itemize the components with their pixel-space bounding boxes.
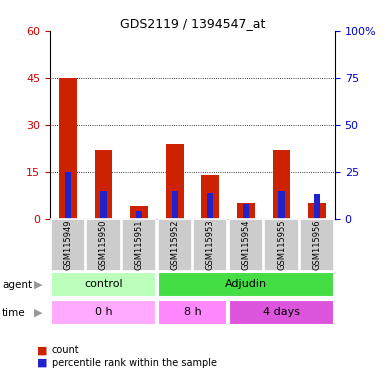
- Bar: [193, 219, 228, 271]
- Bar: [264, 219, 299, 271]
- Bar: [157, 272, 334, 297]
- Bar: [166, 144, 184, 219]
- Bar: [243, 204, 249, 219]
- Bar: [65, 172, 71, 219]
- Text: GSM115949: GSM115949: [64, 220, 72, 270]
- Bar: [314, 194, 320, 219]
- Text: count: count: [52, 345, 80, 355]
- Bar: [95, 150, 112, 219]
- Bar: [308, 203, 326, 219]
- Text: ■: ■: [37, 345, 47, 355]
- Bar: [136, 211, 142, 219]
- Bar: [86, 219, 121, 271]
- Bar: [229, 219, 263, 271]
- Bar: [130, 206, 148, 219]
- Text: ▶: ▶: [34, 308, 42, 318]
- Bar: [207, 192, 213, 219]
- Text: GSM115950: GSM115950: [99, 220, 108, 270]
- Text: GSM115952: GSM115952: [170, 220, 179, 270]
- Bar: [122, 219, 156, 271]
- Text: GSM115951: GSM115951: [135, 220, 144, 270]
- Text: GSM115953: GSM115953: [206, 220, 215, 270]
- Bar: [229, 300, 334, 325]
- Bar: [300, 219, 334, 271]
- Bar: [51, 272, 156, 297]
- Text: Adjudin: Adjudin: [225, 279, 267, 289]
- Bar: [51, 300, 156, 325]
- Bar: [237, 203, 255, 219]
- Text: 0 h: 0 h: [95, 307, 112, 317]
- Text: 4 days: 4 days: [263, 307, 300, 317]
- Bar: [157, 300, 228, 325]
- Text: ■: ■: [37, 358, 47, 368]
- Bar: [59, 78, 77, 219]
- Text: percentile rank within the sample: percentile rank within the sample: [52, 358, 217, 368]
- Bar: [201, 175, 219, 219]
- Text: control: control: [84, 279, 123, 289]
- Bar: [172, 191, 178, 219]
- Bar: [100, 191, 107, 219]
- Text: GSM115955: GSM115955: [277, 220, 286, 270]
- Text: 8 h: 8 h: [184, 307, 201, 317]
- Bar: [278, 191, 285, 219]
- Text: ▶: ▶: [34, 280, 42, 290]
- Bar: [51, 219, 85, 271]
- Text: GSM115954: GSM115954: [241, 220, 250, 270]
- Title: GDS2119 / 1394547_at: GDS2119 / 1394547_at: [120, 17, 265, 30]
- Text: GSM115956: GSM115956: [313, 220, 321, 270]
- Bar: [157, 219, 192, 271]
- Text: agent: agent: [2, 280, 32, 290]
- Bar: [273, 150, 290, 219]
- Text: time: time: [2, 308, 25, 318]
